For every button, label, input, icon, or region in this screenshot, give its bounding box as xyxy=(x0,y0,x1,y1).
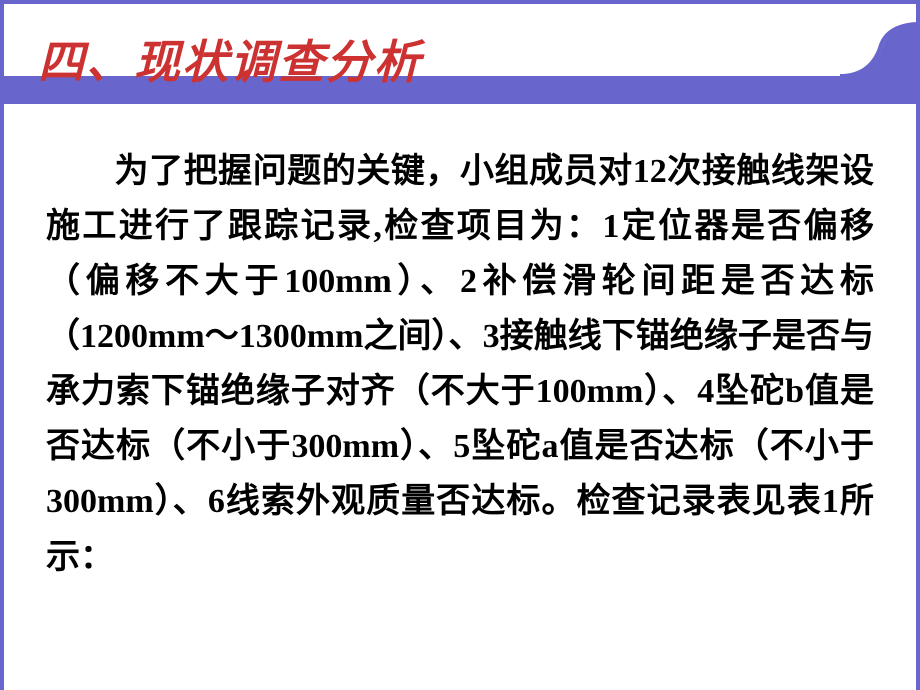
slide-title: 四、现状调查分析 xyxy=(38,26,422,92)
slide-frame: 四、现状调查分析 为了把握问题的关键，小组成员对12次接触线架设施工进行了跟踪记… xyxy=(0,0,920,690)
body-text: 为了把握问题的关键，小组成员对12次接触线架设施工进行了跟踪记录,检查项目为：1… xyxy=(46,153,874,576)
title-banner: 四、现状调查分析 xyxy=(4,4,916,104)
slide-body: 为了把握问题的关键，小组成员对12次接触线架设施工进行了跟踪记录,检查项目为：1… xyxy=(46,144,874,585)
